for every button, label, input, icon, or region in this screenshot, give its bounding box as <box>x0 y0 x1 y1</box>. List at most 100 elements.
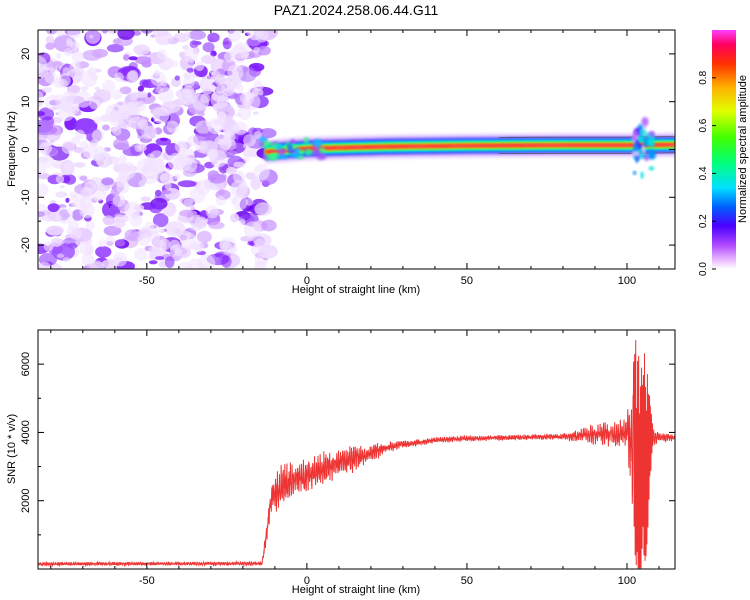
noise-blob <box>174 75 180 81</box>
noise-haze <box>56 30 65 37</box>
noise-haze <box>227 30 241 43</box>
signal-blob <box>316 152 327 161</box>
snr-series-line <box>38 340 675 569</box>
noise-blob <box>202 42 215 53</box>
noise-haze <box>144 221 155 232</box>
noise-haze <box>55 175 65 184</box>
disturbance-blob <box>638 129 647 135</box>
noise-haze <box>184 73 191 81</box>
noise-blob <box>107 30 119 34</box>
noise-haze <box>209 68 216 75</box>
noise-blob <box>218 134 224 140</box>
noise-blob <box>201 88 212 95</box>
signal-band-layer <box>265 143 675 153</box>
noise-haze <box>153 69 161 77</box>
noise-blob <box>233 161 245 168</box>
noise-haze <box>98 239 107 248</box>
noise-blob <box>150 34 156 38</box>
noise-haze <box>183 158 198 173</box>
noise-blob <box>242 148 261 158</box>
colorbar-ticks: 0.0 0.2 0.4 0.6 0.8 <box>698 70 716 276</box>
noise-haze <box>109 112 124 127</box>
noise-haze <box>69 61 81 73</box>
noise-blob <box>79 175 88 182</box>
colorbar-tick-label: 0.0 <box>698 262 709 276</box>
noise-haze <box>58 104 75 122</box>
noise-haze <box>111 89 123 101</box>
noise-haze <box>38 64 49 78</box>
noise-blob <box>38 107 54 121</box>
noise-blob <box>137 85 144 92</box>
noise-haze <box>169 239 181 251</box>
noise-haze <box>91 129 105 142</box>
noise-haze <box>243 155 250 163</box>
noise-haze <box>84 180 97 194</box>
noise-blob <box>52 61 63 67</box>
noise-blob <box>65 197 70 203</box>
noise-blob <box>38 98 43 108</box>
signal-blob <box>305 148 312 156</box>
noise-blob <box>38 173 52 180</box>
noise-haze <box>61 140 76 154</box>
noise-haze <box>177 261 193 269</box>
noise-haze <box>39 261 51 269</box>
noise-blob <box>102 215 115 226</box>
chart-title: PAZ1.2024.258.06.44.G11 <box>274 2 439 18</box>
disturbance-blob <box>642 139 650 147</box>
noise-blob <box>227 150 238 156</box>
noise-blob <box>159 228 165 234</box>
noise-haze <box>54 94 64 105</box>
noise-haze <box>63 161 74 172</box>
disturbance-blob <box>640 171 644 179</box>
noise-haze <box>129 91 139 101</box>
noise-haze <box>102 79 116 93</box>
noise-blob <box>140 196 151 202</box>
noise-haze <box>149 150 165 166</box>
noise-haze <box>55 52 62 59</box>
noise-haze <box>38 183 49 197</box>
noise-haze <box>63 47 73 57</box>
noise-haze <box>137 119 149 130</box>
noise-blob <box>225 166 237 175</box>
noise-haze <box>89 98 100 110</box>
noise-haze <box>164 182 172 190</box>
noise-haze <box>222 241 232 252</box>
heatmap-x-tick-label: 0 <box>304 275 310 287</box>
heatmap-y-tick-label: 20 <box>20 48 32 60</box>
noise-haze <box>210 91 229 109</box>
signal-blob <box>275 144 284 150</box>
colorbar-tick-label: 0.8 <box>698 70 709 84</box>
noise-blob <box>133 44 151 55</box>
noise-haze <box>93 116 102 125</box>
noise-blob <box>117 30 135 40</box>
noise-haze <box>58 78 68 88</box>
noise-blob <box>102 124 110 131</box>
noise-haze <box>92 154 100 162</box>
noise-haze <box>159 173 169 182</box>
noise-haze <box>247 30 263 41</box>
noise-blob <box>91 48 108 58</box>
noise-blob <box>45 30 58 35</box>
noise-blob <box>182 45 189 50</box>
noise-blob <box>148 260 158 265</box>
signal-blob <box>259 141 265 148</box>
disturbance-blob <box>644 132 649 138</box>
noise-haze <box>44 71 58 85</box>
snr-y-tick-label: 6000 <box>20 352 32 376</box>
noise-haze <box>164 167 171 174</box>
heatmap-x-ticks: -50 0 50 100 <box>50 30 660 287</box>
noise-haze <box>253 131 262 140</box>
noise-haze <box>253 46 260 54</box>
noise-haze <box>114 72 124 83</box>
noise-blob <box>123 54 130 61</box>
heatmap-x-tick-label: 100 <box>618 275 636 287</box>
noise-haze <box>174 248 183 257</box>
snr-frame <box>37 329 676 570</box>
noise-blob <box>147 92 152 98</box>
noise-blob <box>186 67 194 73</box>
noise-blob <box>62 257 71 263</box>
noise-blob <box>113 138 129 150</box>
noise-haze <box>134 144 143 153</box>
noise-haze <box>199 264 208 269</box>
noise-haze <box>43 241 54 252</box>
